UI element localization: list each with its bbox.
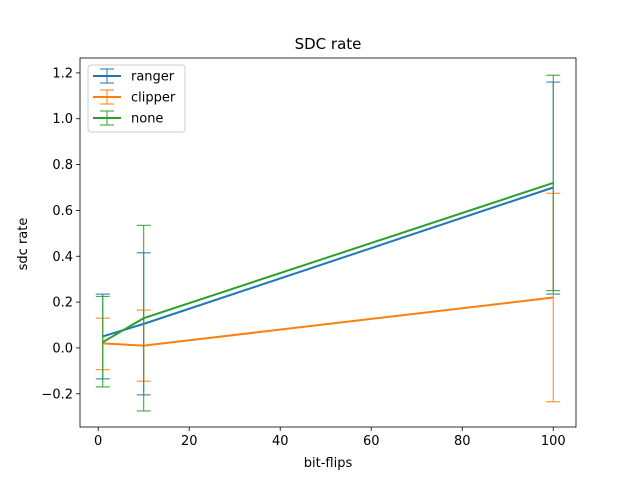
legend: ranger clipper none — [87, 64, 186, 133]
x-tick-label: 0 — [94, 434, 102, 449]
legend-label-clipper: clipper — [131, 91, 176, 106]
y-tick-label: 0.6 — [52, 204, 73, 219]
x-axis-label: bit-flips — [304, 456, 353, 471]
legend-label-none: none — [131, 112, 163, 127]
series-line-none — [102, 181, 554, 344]
y-tick-label: 0.0 — [52, 341, 73, 356]
y-tick-label: 1.0 — [52, 112, 73, 127]
axes-frame — [79, 57, 577, 428]
legend-label-ranger: ranger — [131, 70, 175, 85]
y-tick-label: 0.2 — [52, 296, 73, 311]
y-axis-label: sdc rate — [16, 218, 31, 271]
x-tick-label: 80 — [454, 434, 471, 449]
x-tick-label: 40 — [272, 434, 289, 449]
x-tick-label: 60 — [363, 434, 380, 449]
y-tick-label: 0.8 — [52, 158, 73, 173]
y-tick-label: −0.2 — [41, 387, 73, 402]
x-tick-label: 100 — [541, 434, 566, 449]
chart-title: SDC rate — [295, 35, 362, 53]
plot-area: 0 20 40 60 80 100 −0.2 0.0 0.2 0.4 0.6 0.8 1.0 1.2 — [41, 57, 577, 449]
legend-box — [87, 64, 186, 133]
series-line-ranger — [102, 186, 554, 338]
x-tick-label: 20 — [181, 434, 198, 449]
y-tick-label: 0.4 — [52, 250, 73, 265]
y-tick-label: 1.2 — [52, 66, 73, 81]
series-line-clipper — [102, 296, 554, 347]
